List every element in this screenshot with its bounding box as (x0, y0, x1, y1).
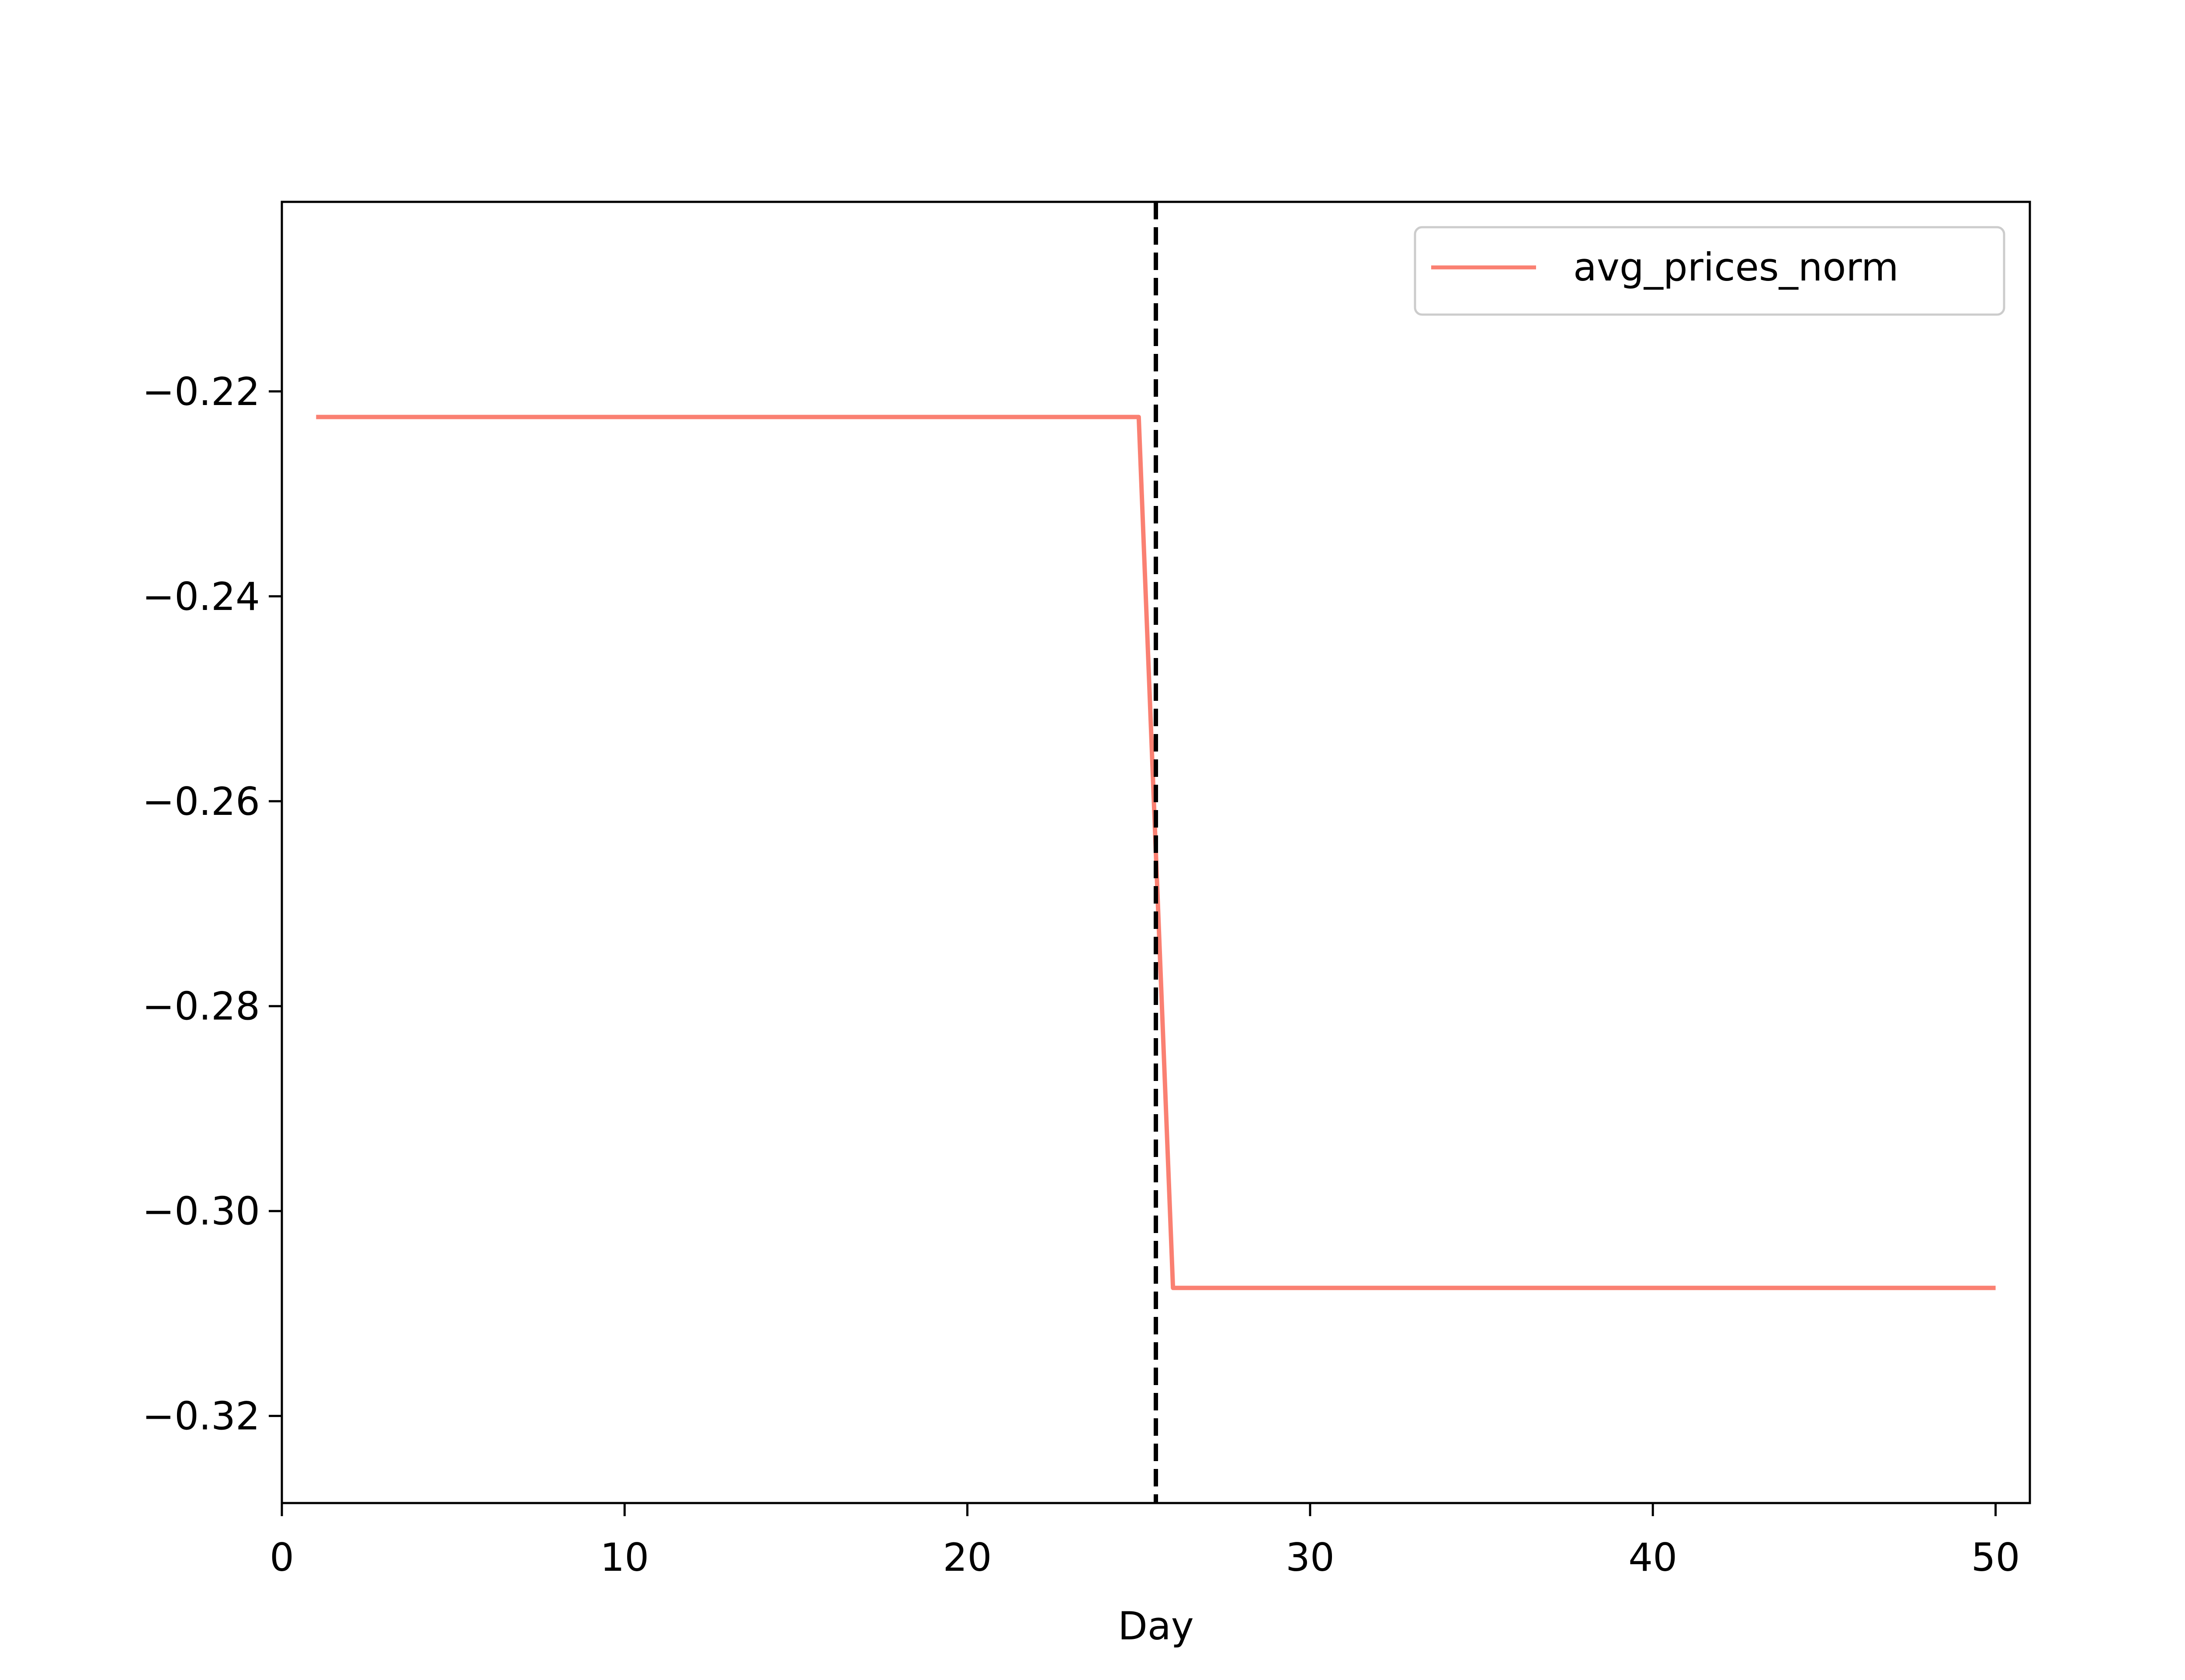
x-tick-label: 0 (270, 1535, 294, 1580)
legend: avg_prices_norm (1414, 226, 2005, 316)
x-axis: 0 10 20 30 40 50 (270, 1503, 2020, 1580)
y-axis: −0.22 −0.24 −0.26 −0.28 −0.30 −0.32 (142, 369, 282, 1439)
y-tick-label: −0.24 (142, 574, 260, 619)
x-tick-label: 40 (1628, 1535, 1677, 1580)
x-tick-label: 10 (600, 1535, 649, 1580)
legend-box (1414, 226, 2005, 316)
y-tick-label: −0.22 (142, 369, 260, 414)
y-tick-label: −0.26 (142, 779, 260, 824)
x-tick-label: 30 (1286, 1535, 1335, 1580)
y-tick-label: −0.30 (142, 1189, 260, 1234)
x-tick-label: 20 (943, 1535, 992, 1580)
x-axis-label: Day (1118, 1604, 1194, 1649)
legend-label: avg_prices_norm (1573, 245, 1899, 290)
plot-area (316, 202, 1996, 1503)
y-tick-label: −0.28 (142, 984, 260, 1029)
y-tick-label: −0.32 (142, 1394, 260, 1439)
x-tick-label: 50 (1971, 1535, 2020, 1580)
axes-frame (281, 201, 2031, 1504)
